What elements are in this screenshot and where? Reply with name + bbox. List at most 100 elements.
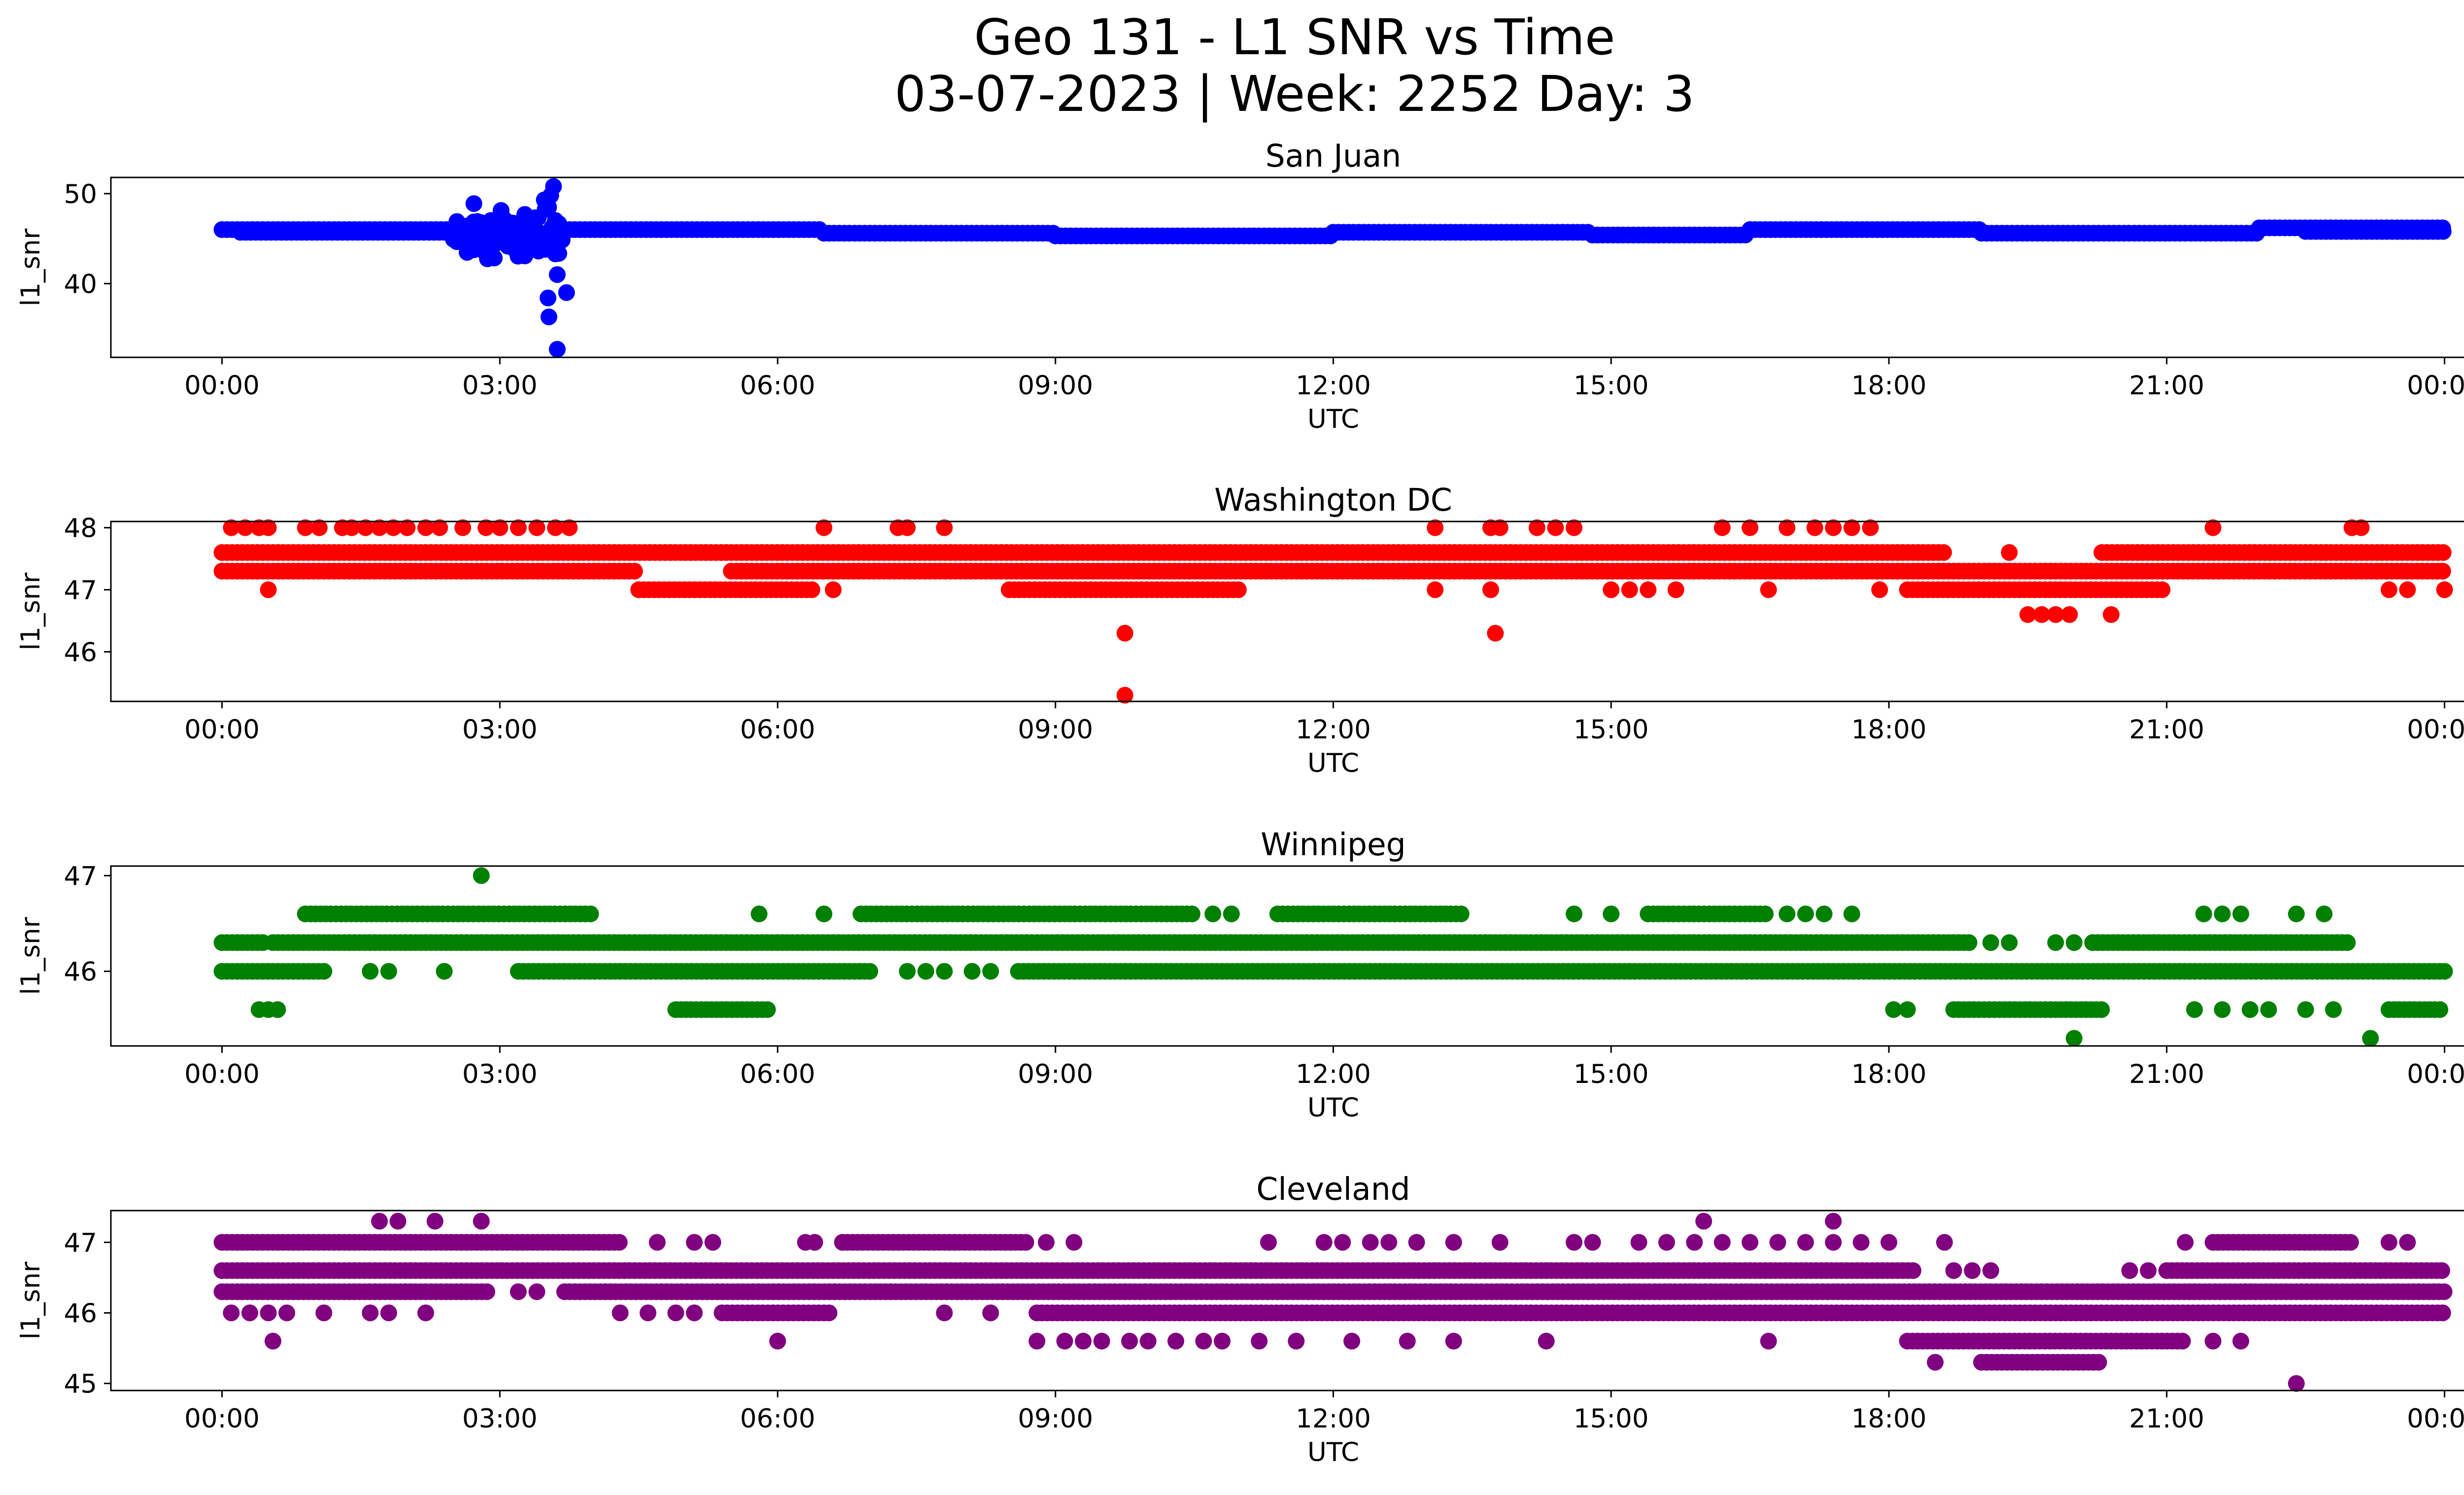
data-point (2177, 1234, 2194, 1251)
data-point (1760, 1332, 1777, 1350)
x-tick-label: 06:00 (740, 1059, 816, 1089)
data-point (540, 308, 557, 325)
data-point (2431, 1001, 2449, 1018)
data-point (1056, 1332, 1073, 1350)
data-point (2154, 581, 2171, 598)
x-tick-label: 06:00 (740, 371, 816, 401)
data-point (1230, 581, 1247, 598)
subplot-winnipeg: Winnipeg 00:00 03:00 06:00 09:00 12:00 15:00 18… (16, 827, 2464, 1123)
data-point (2434, 544, 2452, 561)
data-point (899, 519, 916, 536)
data-point (1116, 625, 1133, 642)
x-tick-label: 06:00 (740, 1404, 816, 1434)
data-point (2090, 1354, 2107, 1371)
x-tick-label: 09:00 (1018, 371, 1093, 401)
data-point (2260, 1001, 2277, 1018)
data-point (936, 1304, 953, 1321)
x-tick-label: 21:00 (2129, 1404, 2204, 1434)
data-point (1452, 905, 1470, 923)
subplot-washington-dc: Washington DC 00:00 03:00 06:00 09:00 12:00 15… (16, 482, 2464, 778)
data-point (936, 519, 953, 536)
x-tick-label: 03:00 (462, 715, 538, 745)
data-point (1491, 519, 1508, 536)
data-point (389, 1213, 407, 1230)
y-tick-label: 47 (64, 575, 97, 605)
subplot-title: Winnipeg (1261, 827, 1406, 863)
data-point (1362, 1234, 1379, 1251)
data-point (1935, 544, 1952, 561)
subplot-san-juan: San Juan 00:00 03:00 06:00 09:00 12:00 15:00 18… (16, 138, 2464, 434)
data-point (550, 245, 567, 262)
data-point (1630, 1234, 1647, 1251)
data-point (1964, 1262, 1981, 1279)
data-point (2241, 1001, 2259, 1018)
subplot-title: Washington DC (1214, 482, 1452, 518)
x-tick-label: 00:00 (2407, 1404, 2464, 1434)
data-point (510, 519, 527, 536)
data-point (1982, 1262, 1999, 1279)
x-tick-label: 09:00 (1018, 1059, 1093, 1089)
data-point (936, 963, 953, 980)
data-point (1427, 519, 1444, 536)
data-point (315, 1304, 333, 1321)
x-tick-label: 03:00 (462, 1404, 538, 1434)
data-point (1871, 581, 1888, 598)
scatter-series (213, 519, 2453, 704)
data-point (1982, 934, 1999, 951)
data-point (399, 519, 416, 536)
data-point (426, 1213, 444, 1230)
data-point (1214, 1332, 1231, 1350)
data-point (899, 963, 916, 980)
data-point (1945, 1262, 1962, 1279)
data-point (1825, 519, 1842, 536)
x-axis-label: UTC (1307, 404, 1359, 434)
x-tick-label: 21:00 (2129, 371, 2204, 401)
x-tick-label: 12:00 (1296, 715, 1371, 745)
data-point (2380, 581, 2397, 598)
data-point (2121, 1262, 2138, 1279)
data-point (1065, 1234, 1083, 1251)
data-point (612, 1304, 629, 1321)
data-point (431, 519, 448, 536)
x-tick-label: 18:00 (1851, 715, 1927, 745)
figure-title-line-1: Geo 131 - L1 SNR vs Time (974, 8, 1615, 66)
data-point (2186, 1001, 2203, 1018)
data-point (1862, 519, 1879, 536)
subplot-panels: San Juan 00:00 03:00 06:00 09:00 12:00 15:00 18… (16, 138, 2464, 1467)
data-point (1960, 934, 1978, 951)
data-point (1482, 581, 1499, 598)
y-tick-label: 46 (64, 1299, 97, 1329)
data-point (685, 1234, 703, 1251)
data-point (759, 1001, 776, 1018)
y-tick-label: 50 (64, 179, 97, 209)
data-point (1408, 1234, 1425, 1251)
data-point (1713, 1234, 1731, 1251)
data-point (2232, 905, 2250, 923)
data-point (528, 1283, 546, 1300)
data-point (547, 519, 564, 536)
x-tick-label: 18:00 (1851, 371, 1927, 401)
data-point (269, 1001, 286, 1018)
data-point (2103, 606, 2120, 623)
data-point (1528, 519, 1545, 536)
data-point (2339, 934, 2356, 951)
data-point (1538, 1332, 1555, 1350)
data-point (1566, 1234, 1583, 1251)
data-point (436, 963, 453, 980)
data-point (260, 1304, 277, 1321)
x-tick-label: 21:00 (2129, 715, 2204, 745)
data-point (2214, 1001, 2231, 1018)
data-point (1695, 1213, 1712, 1230)
data-point (649, 1234, 666, 1251)
data-point (1223, 905, 1240, 923)
subplot-title: San Juan (1266, 138, 1402, 174)
data-point (1797, 905, 1814, 923)
data-point (1251, 1332, 1268, 1350)
data-point (536, 191, 553, 209)
data-point (1427, 581, 1444, 598)
data-point (454, 519, 472, 536)
data-point (2433, 1262, 2450, 1279)
data-point (667, 1304, 684, 1321)
data-point (1899, 1001, 1916, 1018)
data-point (2316, 905, 2333, 923)
